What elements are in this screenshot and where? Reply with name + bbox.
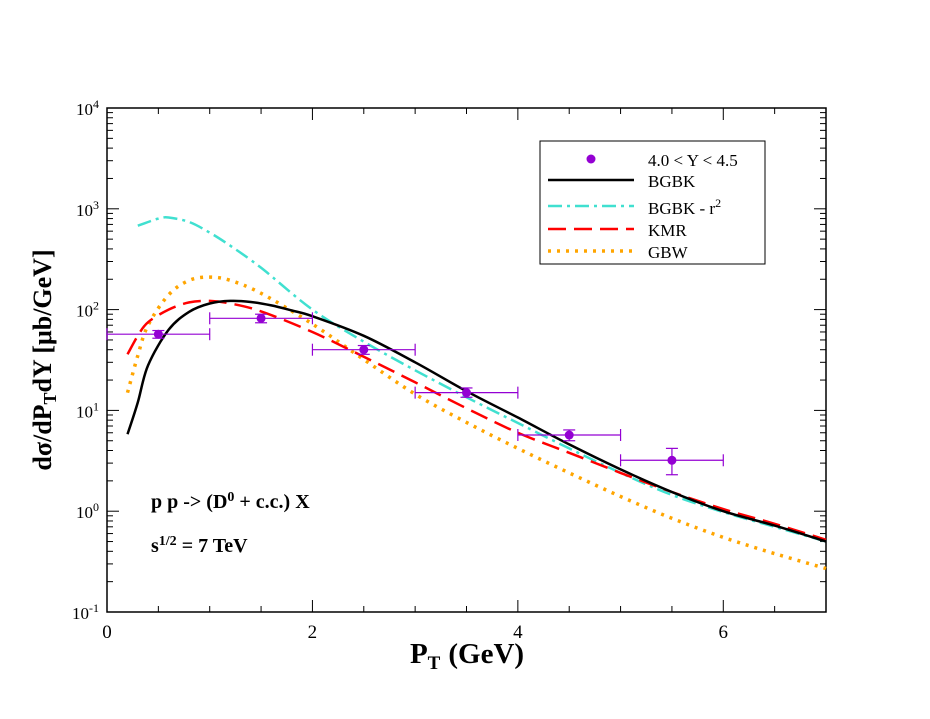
data-point	[106, 328, 211, 341]
data-points	[106, 312, 724, 476]
curve-gbw	[125, 275, 827, 571]
data-marker	[667, 455, 677, 465]
legend: 4.0 < Y < 4.5 BGBK BGBK - r2 KMR GBW	[539, 140, 766, 265]
legend-marker-data	[586, 154, 596, 164]
legend-label-data: 4.0 < Y < 4.5	[648, 151, 738, 170]
legend-label-gbw: GBW	[648, 243, 689, 262]
legend-label-bgbk: BGBK	[648, 172, 696, 191]
x-axis-label: PT (GeV)	[410, 638, 524, 674]
y-tick-label: 104	[76, 97, 99, 119]
axis-ticks: 0 2 4 6 10-1 100 101 102 103 104	[72, 97, 827, 643]
data-marker	[153, 329, 163, 339]
data-marker	[462, 388, 471, 398]
data-point	[209, 312, 314, 325]
legend-label-kmr: KMR	[648, 221, 687, 240]
legend-box	[539, 140, 766, 265]
y-axis-label: dσ/dPTdY [μb/GeV]	[28, 249, 60, 470]
curve-bgbk-r2	[137, 216, 827, 543]
data-marker	[564, 430, 574, 440]
x-tick-label: 4	[513, 622, 523, 643]
data-marker	[256, 313, 266, 323]
legend-samples	[548, 154, 634, 253]
y-tick-label: 102	[76, 299, 99, 321]
x-tick-label: 2	[308, 622, 318, 643]
y-tick-label: 103	[76, 198, 99, 220]
x-tick-label: 0	[102, 622, 112, 643]
legend-label-bgbk-r2: BGBK - r2	[648, 196, 721, 218]
data-point	[414, 386, 519, 399]
curve-bgbk	[126, 299, 827, 543]
data-point	[311, 343, 416, 356]
data-point	[619, 447, 724, 476]
annotation-process: p p -> (D0 + c.c.) X	[151, 490, 310, 514]
y-tick-label: 101	[76, 399, 99, 421]
y-tick-label: 10-1	[72, 601, 99, 623]
annotation-energy: s1/2 = 7 TeV	[151, 534, 248, 558]
y-tick-label: 100	[76, 500, 99, 522]
data-marker	[359, 345, 369, 355]
data-point	[517, 429, 622, 442]
x-tick-label: 6	[719, 622, 729, 643]
